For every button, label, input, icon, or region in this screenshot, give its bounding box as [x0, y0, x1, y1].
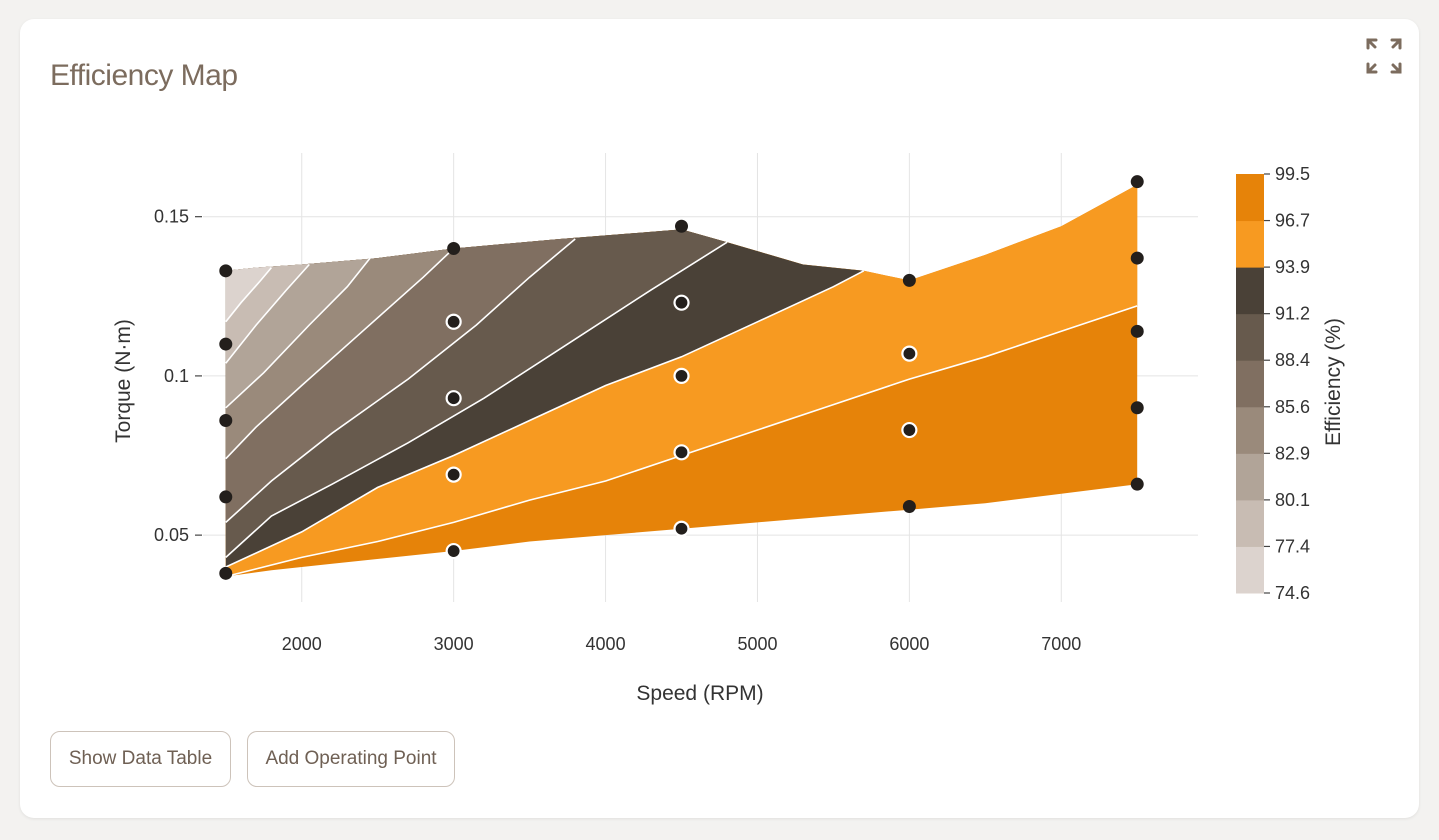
- colorbar-tick-label: 88.4: [1275, 350, 1310, 370]
- colorbar-segment: [1236, 499, 1264, 547]
- colorbar-tick-label: 96.7: [1275, 211, 1310, 231]
- colorbar-tick-label: 80.1: [1275, 490, 1310, 510]
- operating-point: [1130, 401, 1144, 415]
- colorbar: 74.6 77.4 80.1 82.9 85.6 88.4 91.2 93.9 96.7 99.5: [1236, 164, 1310, 603]
- operating-point: [902, 273, 916, 287]
- colorbar-tick-label: 91.2: [1275, 304, 1310, 324]
- x-axis-label: Speed (RPM): [636, 682, 763, 705]
- colorbar-tick-label: 85.6: [1275, 397, 1310, 417]
- operating-point: [219, 413, 233, 427]
- contour-line: [225, 241, 728, 558]
- operating-point: [673, 520, 690, 537]
- operating-point: [675, 219, 689, 233]
- contour-line: [225, 257, 371, 409]
- x-tick-label: 2000: [282, 634, 322, 654]
- colorbar-tick-label: 77.4: [1275, 536, 1310, 556]
- operating-point: [901, 421, 918, 439]
- colorbar-tick-label: 82.9: [1275, 443, 1310, 463]
- x-tick-label: 7000: [1041, 634, 1081, 654]
- colorbar-tick-label: 93.9: [1275, 257, 1310, 277]
- colorbar-segment: [1236, 174, 1264, 222]
- expand-icon[interactable]: [1364, 36, 1404, 76]
- y-tick-label: 0.15: [154, 207, 189, 227]
- operating-point: [1130, 175, 1144, 189]
- colorbar-tick-label: 99.5: [1275, 164, 1310, 184]
- colorbar-segment: [1236, 406, 1264, 454]
- operating-point: [445, 313, 462, 330]
- colorbar-segment: [1236, 313, 1264, 361]
- contour-lines: [225, 238, 1138, 578]
- operating-point: [219, 264, 233, 278]
- colorbar-segment: [1236, 546, 1264, 594]
- colorbar-segment: [1236, 360, 1264, 408]
- operating-point: [901, 345, 918, 362]
- y-tick-label: 0.05: [154, 525, 189, 545]
- contour-line: [225, 263, 310, 364]
- show-data-table-button[interactable]: Show Data Table: [50, 731, 231, 787]
- colorbar-label: Efficiency (%): [1322, 318, 1345, 446]
- x-tick-label: 4000: [586, 634, 626, 654]
- x-tick-label: 5000: [737, 634, 777, 654]
- colorbar-tick-label: 74.6: [1275, 583, 1310, 603]
- operating-point: [1130, 251, 1144, 265]
- operating-point: [902, 499, 916, 513]
- contour-line: [225, 270, 865, 568]
- axis-ticks: 2000 3000 4000 5000 6000 7000 0.05 0.1 0.15: [154, 207, 1081, 654]
- operating-point: [445, 542, 462, 560]
- operating-point: [673, 294, 690, 311]
- operating-point: [1130, 477, 1144, 491]
- operating-point: [445, 466, 462, 483]
- x-tick-label: 3000: [434, 634, 474, 654]
- operating-point: [219, 490, 233, 504]
- operating-point: [1130, 324, 1144, 338]
- x-tick-label: 6000: [889, 634, 929, 654]
- y-tick-label: 0.1: [164, 366, 189, 386]
- chart-title: Efficiency Map: [50, 59, 238, 92]
- operating-point: [447, 242, 461, 256]
- contour-line: [225, 267, 273, 323]
- operating-point: [673, 444, 690, 461]
- operating-points: [219, 175, 1144, 580]
- operating-point: [219, 566, 233, 580]
- colorbar-segment: [1236, 453, 1264, 501]
- y-axis-label: Torque (N·m): [112, 319, 135, 443]
- add-operating-point-button[interactable]: Add Operating Point: [247, 731, 455, 787]
- contour-line: [225, 247, 455, 460]
- contour-line: [225, 238, 576, 523]
- colorbar-segment: [1236, 220, 1264, 268]
- colorbar-segment: [1236, 267, 1264, 315]
- operating-point: [445, 390, 462, 407]
- operating-point: [673, 367, 690, 385]
- operating-point: [219, 337, 233, 351]
